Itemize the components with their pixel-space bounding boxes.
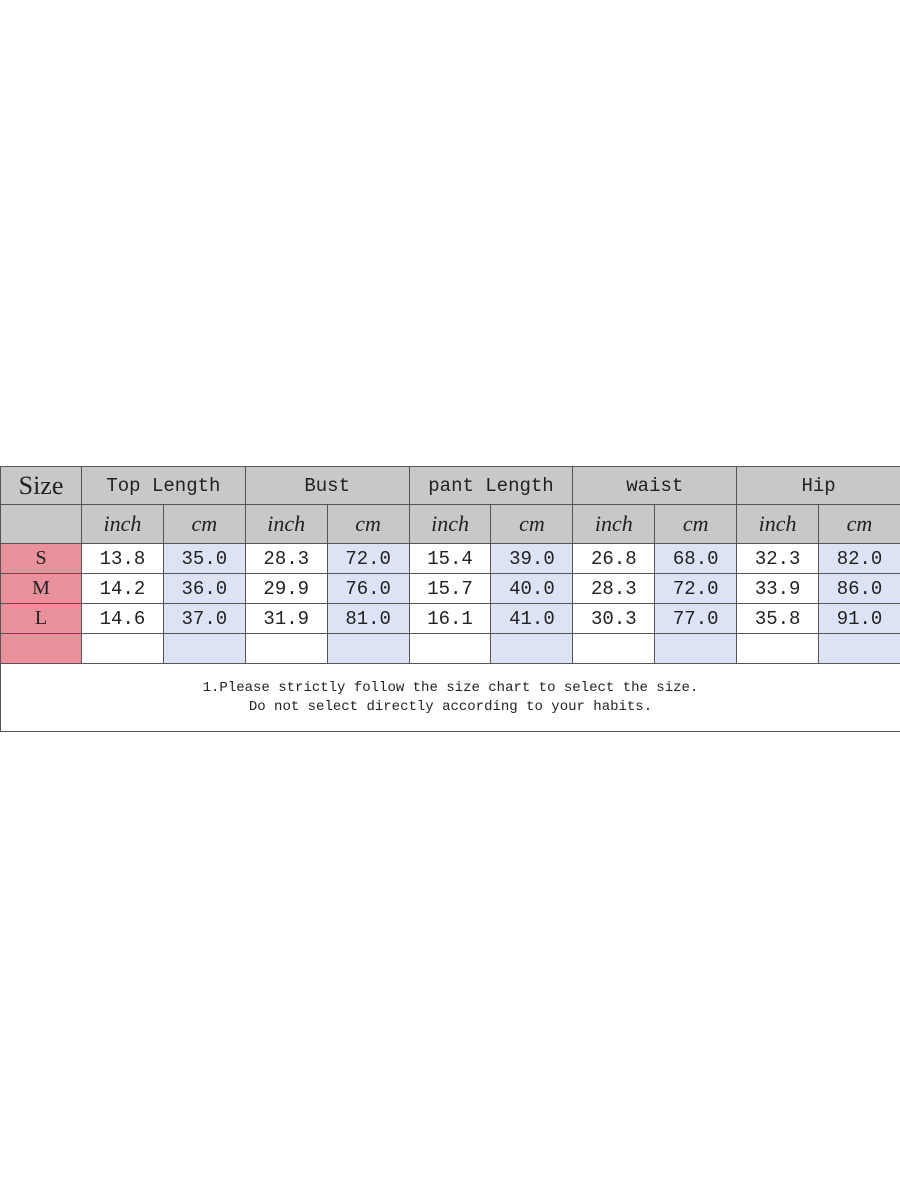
size-table: Size Top Length Bust pant Length waist Hip inc…	[0, 466, 900, 732]
empty-cell	[244, 633, 328, 664]
size-cell: S	[0, 543, 82, 574]
note-line: 1.Please strictly follow the size chart …	[202, 679, 699, 696]
note-row: 1.Please strictly follow the size chart …	[0, 663, 900, 732]
value-cell: 72.0	[654, 573, 738, 604]
value-cell: 15.4	[408, 543, 492, 574]
size-row: S 13.8 35.0 28.3 72.0 15.4 39.0 26.8 68.0 32.3 82.…	[0, 543, 900, 574]
empty-row	[0, 633, 900, 664]
unit-cell: inch	[736, 504, 820, 544]
value-cell: 32.3	[736, 543, 820, 574]
empty-cell	[654, 633, 738, 664]
note-line: Do not select directly according to your…	[248, 698, 653, 715]
value-cell: 14.2	[81, 573, 164, 604]
unit-cell: inch	[572, 504, 656, 544]
size-cell: L	[0, 603, 82, 634]
unit-cell: inch	[244, 504, 328, 544]
note-cell: 1.Please strictly follow the size chart …	[0, 663, 900, 732]
size-row: L 14.6 37.0 31.9 81.0 16.1 41.0 30.3 77.0 35.8 91.…	[0, 603, 900, 634]
unit-cell: cm	[326, 504, 410, 544]
unit-cell: cm	[818, 504, 900, 544]
empty-cell	[736, 633, 820, 664]
value-cell: 81.0	[326, 603, 410, 634]
size-cell	[0, 633, 82, 664]
empty-cell	[81, 633, 164, 664]
column-header: Bust	[244, 466, 410, 505]
value-cell: 29.9	[244, 573, 328, 604]
unit-cell: cm	[654, 504, 738, 544]
value-cell: 33.9	[736, 573, 820, 604]
column-header: waist	[572, 466, 738, 505]
value-cell: 13.8	[81, 543, 164, 574]
size-header: Size	[0, 466, 82, 505]
value-cell: 14.6	[81, 603, 164, 634]
size-row: M 14.2 36.0 29.9 76.0 15.7 40.0 28.3 72.0 33.9 86.…	[0, 573, 900, 604]
value-cell: 37.0	[162, 603, 246, 634]
value-cell: 35.0	[162, 543, 246, 574]
header-row: Size Top Length Bust pant Length waist Hip	[0, 466, 900, 505]
value-cell: 28.3	[572, 573, 656, 604]
column-header: Top Length	[81, 466, 246, 505]
value-cell: 86.0	[818, 573, 900, 604]
value-cell: 16.1	[408, 603, 492, 634]
column-header: pant Length	[408, 466, 574, 505]
value-cell: 15.7	[408, 573, 492, 604]
size-cell: M	[0, 573, 82, 604]
size-chart: Size Top Length Bust pant Length waist Hip inc…	[0, 466, 900, 732]
column-header: Hip	[736, 466, 900, 505]
value-cell: 82.0	[818, 543, 900, 574]
empty-cell	[408, 633, 492, 664]
unit-row: inch cm inch cm inch cm inch cm inch cm	[0, 504, 900, 544]
value-cell: 91.0	[818, 603, 900, 634]
value-cell: 72.0	[326, 543, 410, 574]
value-cell: 39.0	[490, 543, 574, 574]
unit-cell: inch	[81, 504, 164, 544]
empty-cell	[490, 633, 574, 664]
value-cell: 35.8	[736, 603, 820, 634]
empty-cell	[162, 633, 246, 664]
unit-cell: cm	[490, 504, 574, 544]
unit-cell: inch	[408, 504, 492, 544]
value-cell: 76.0	[326, 573, 410, 604]
value-cell: 26.8	[572, 543, 656, 574]
value-cell: 77.0	[654, 603, 738, 634]
unit-cell: cm	[162, 504, 246, 544]
empty-cell	[818, 633, 900, 664]
value-cell: 36.0	[162, 573, 246, 604]
empty-cell	[572, 633, 656, 664]
empty-cell	[326, 633, 410, 664]
value-cell: 41.0	[490, 603, 574, 634]
value-cell: 40.0	[490, 573, 574, 604]
value-cell: 68.0	[654, 543, 738, 574]
value-cell: 28.3	[244, 543, 328, 574]
empty-cell	[0, 504, 82, 544]
value-cell: 30.3	[572, 603, 656, 634]
value-cell: 31.9	[244, 603, 328, 634]
